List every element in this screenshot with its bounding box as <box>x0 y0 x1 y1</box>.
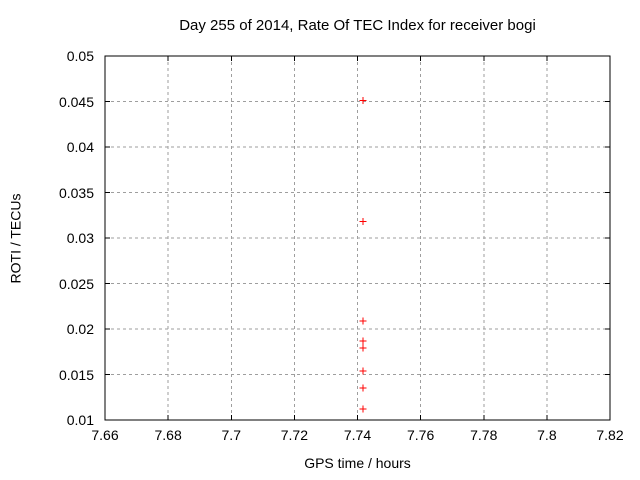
x-axis-label: GPS time / hours <box>304 455 411 471</box>
chart-title: Day 255 of 2014, Rate Of TEC Index for r… <box>179 17 536 34</box>
y-axis-label: ROTI / TECUs <box>7 193 24 284</box>
